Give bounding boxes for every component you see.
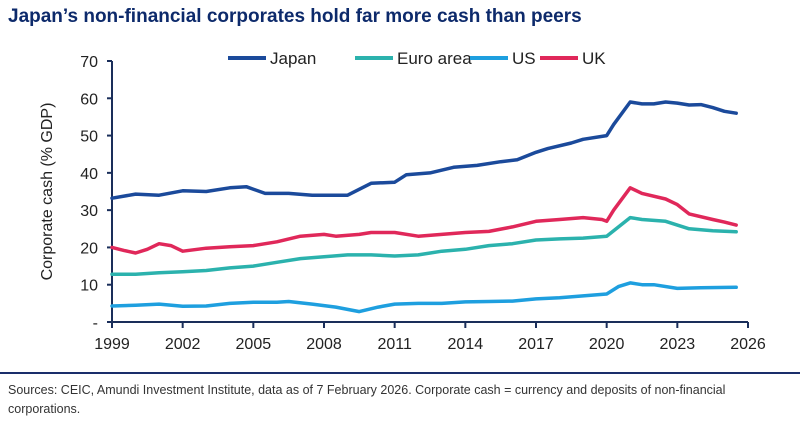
y-tick-label: 20 xyxy=(80,240,98,257)
x-tick-label: 2017 xyxy=(518,336,554,353)
legend-label-euro-area: Euro area xyxy=(397,49,472,68)
divider xyxy=(0,372,800,374)
x-tick-label: 2026 xyxy=(730,336,766,353)
x-tick-label: 1999 xyxy=(94,336,130,353)
series-line-us xyxy=(110,281,738,314)
legend-label-japan: Japan xyxy=(270,49,316,68)
series-line-japan xyxy=(110,100,738,200)
x-tick-label: 2002 xyxy=(165,336,201,353)
y-axis-label: Corporate cash (% GDP) xyxy=(39,103,56,281)
x-tick-label: 2005 xyxy=(236,336,272,353)
x-tick-label: 2023 xyxy=(660,336,696,353)
y-tick-label: 60 xyxy=(80,91,98,108)
y-tick-label: - xyxy=(93,315,98,332)
x-tick-label: 2020 xyxy=(589,336,625,353)
line-chart: - 10 20 30 40 50 60 70 1999 2002 2005 2008 2011 2014 2… xyxy=(39,49,766,353)
y-tick-label: 50 xyxy=(80,129,98,146)
y-tick-label: 30 xyxy=(80,203,98,220)
legend-label-us: US xyxy=(512,49,536,68)
y-tick-label: 10 xyxy=(80,278,98,295)
series-line-euro-area xyxy=(110,215,738,277)
legend-label-uk: UK xyxy=(582,49,606,68)
source-note: Sources: CEIC, Amundi Investment Institu… xyxy=(8,383,726,416)
series-line-uk xyxy=(110,186,738,255)
y-tick-label: 70 xyxy=(80,54,98,71)
y-tick-label: 40 xyxy=(80,166,98,183)
chart-title: Japan’s non-financial corporates hold fa… xyxy=(8,6,582,27)
x-tick-label: 2011 xyxy=(377,336,412,353)
x-tick-label: 2008 xyxy=(306,336,342,353)
x-tick-label: 2014 xyxy=(448,336,484,353)
